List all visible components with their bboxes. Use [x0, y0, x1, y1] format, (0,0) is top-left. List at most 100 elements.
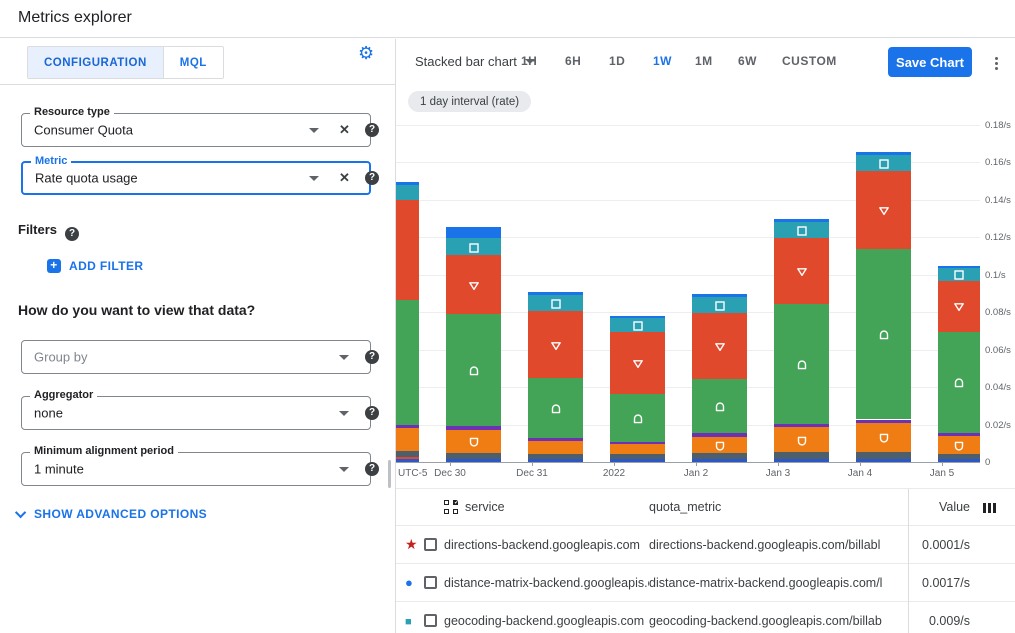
chevron-down-icon[interactable]	[309, 176, 319, 181]
value-cell: 0.009/s	[928, 613, 970, 628]
help-icon[interactable]: ?	[65, 227, 80, 241]
bar-segment-red	[692, 312, 747, 380]
clear-icon[interactable]: ✕	[339, 170, 350, 185]
chevron-down-icon	[14, 506, 27, 519]
column-header-service[interactable]: service	[465, 500, 505, 514]
table-row[interactable]: ● distance-matrix-backend.googleapis.com d…	[396, 564, 1015, 602]
tab-configuration[interactable]: CONFIGURATION	[28, 47, 163, 78]
chart-type-dropdown[interactable]: Stacked bar chart	[415, 54, 535, 69]
column-header-value[interactable]: Value	[938, 500, 970, 514]
bar-segment-slate	[528, 453, 583, 459]
bar-segment-teal	[692, 296, 747, 313]
range-button-1d[interactable]: 1D	[609, 54, 626, 68]
y-axis-tick-label: 0.14/s	[985, 194, 1011, 206]
column-header-quota-metric[interactable]: quota_metric	[649, 500, 722, 514]
aggregator-field[interactable]: Aggregator none ?	[21, 389, 379, 430]
settings-gear-icon[interactable]: ⚙	[358, 43, 375, 63]
min-alignment-field[interactable]: Minimum alignment period 1 minute ?	[21, 445, 379, 486]
bar-segment-teal	[528, 294, 583, 311]
bar-segment-orange	[446, 429, 501, 453]
column-settings-icon[interactable]	[983, 503, 996, 513]
range-button-6w[interactable]: 6W	[738, 54, 757, 68]
bar-segment-teal	[446, 238, 501, 256]
bar-segment-orange	[856, 422, 911, 452]
series-marker-arch-down-icon	[796, 434, 808, 446]
bar-segment-slate	[774, 452, 829, 459]
y-axis-tick-label: 0.16/s	[985, 157, 1011, 169]
panel-scrollbar-thumb[interactable]	[388, 460, 391, 488]
add-filter-button[interactable]: + ADD FILTER	[47, 259, 143, 273]
help-icon[interactable]: ?	[365, 123, 379, 137]
series-marker-square-icon	[632, 319, 644, 332]
toggle-all-series-icon[interactable]: ✓	[444, 500, 459, 514]
bar-segment-red	[528, 310, 583, 379]
series-circle-marker-icon: ●	[405, 574, 413, 590]
checkbox-cell	[424, 576, 444, 589]
checkbox-cell	[424, 614, 444, 627]
view-question-heading: How do you want to view that data?	[18, 302, 256, 318]
row-checkbox[interactable]	[424, 576, 437, 589]
table-row[interactable]: ★ directions-backend.googleapis.com direct…	[396, 526, 1015, 564]
chevron-down-icon	[524, 59, 535, 64]
series-marker-square-icon	[550, 297, 562, 309]
x-axis-tick	[450, 462, 451, 466]
bar-segment-navy	[856, 458, 911, 462]
help-icon[interactable]: ?	[365, 350, 379, 364]
bar-segment-purple	[610, 441, 665, 445]
gridline	[396, 424, 980, 426]
bar-segment-green	[396, 299, 419, 425]
table-header-row: ✓ service quota_metric Value	[396, 489, 1015, 526]
series-marker-triangle-down-icon	[714, 340, 726, 352]
bar-segment-teal	[774, 221, 829, 238]
bar-segment-purple	[396, 424, 419, 429]
range-button-1w[interactable]: 1W	[653, 54, 672, 68]
bar-segment-orange	[396, 428, 419, 452]
bar-segment-purple	[528, 438, 583, 441]
chevron-down-icon[interactable]	[309, 128, 319, 133]
series-marker-triangle-down-icon	[632, 357, 644, 369]
range-button-1h[interactable]: 1H	[521, 54, 538, 68]
series-marker-triangle-down-icon	[878, 204, 890, 216]
chevron-down-icon[interactable]	[339, 467, 349, 472]
series-marker-arch-up-icon	[714, 400, 726, 412]
metric-field[interactable]: Metric Rate quota usage ✕ ?	[21, 155, 379, 195]
x-axis-tick	[614, 462, 615, 466]
table-row[interactable]: ■ geocoding-backend.googleapis.com geocodi…	[396, 602, 1015, 633]
tab-mql[interactable]: MQL	[162, 47, 223, 78]
resource-type-field[interactable]: Resource type Consumer Quota ✕ ?	[21, 106, 379, 147]
help-icon[interactable]: ?	[365, 406, 379, 420]
row-checkbox[interactable]	[424, 614, 437, 627]
x-axis-tick	[860, 462, 861, 466]
save-chart-button[interactable]: Save Chart	[888, 47, 972, 77]
metric-label: Metric	[31, 155, 72, 167]
bar-segment-blue	[774, 218, 829, 222]
series-marker-arch-down-icon	[953, 439, 965, 451]
series-table: ✓ service quota_metric Value ★ directions…	[396, 488, 1015, 633]
chevron-down-icon[interactable]	[339, 411, 349, 416]
bar-segment-orange	[692, 436, 747, 454]
clear-icon[interactable]: ✕	[339, 122, 350, 137]
series-marker-arch-up-icon	[796, 358, 808, 370]
bar-segment-green	[856, 248, 911, 420]
range-button-custom[interactable]: CUSTOM	[782, 54, 837, 68]
y-axis-tick-label: 0.04/s	[985, 382, 1011, 394]
gridline	[396, 125, 980, 126]
range-button-1m[interactable]: 1M	[695, 54, 713, 68]
series-marker-arch-up-icon	[953, 376, 965, 388]
value-cell: 0.0001/s	[922, 537, 970, 552]
range-button-6h[interactable]: 6H	[565, 54, 582, 68]
help-icon[interactable]: ?	[365, 462, 379, 476]
more-options-kebab-icon[interactable]	[988, 54, 1004, 72]
service-cell: distance-matrix-backend.googleapis.com	[444, 575, 649, 590]
bar-segment-blue	[938, 265, 980, 268]
x-axis-tick	[778, 462, 779, 466]
group-by-field[interactable]: Group by ?	[21, 340, 379, 374]
bar-segment-slate	[692, 453, 747, 460]
help-icon[interactable]: ?	[365, 171, 379, 185]
quota-metric-cell: directions-backend.googleapis.com/billab…	[649, 537, 881, 552]
bar-segment-teal	[396, 184, 419, 200]
show-advanced-options-button[interactable]: SHOW ADVANCED OPTIONS	[14, 506, 207, 521]
row-checkbox[interactable]	[424, 538, 437, 551]
chevron-down-icon[interactable]	[339, 355, 349, 360]
bar-segment-slate	[396, 451, 419, 457]
